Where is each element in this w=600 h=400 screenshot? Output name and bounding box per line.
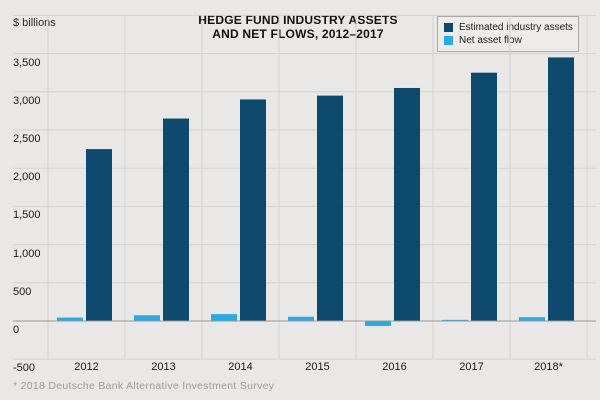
x-axis-label: 2016 bbox=[382, 361, 407, 373]
x-axis-label: 2012 bbox=[74, 361, 99, 373]
y-tick-label: 1,000 bbox=[13, 247, 41, 260]
y-tick-label: -500 bbox=[13, 362, 36, 375]
bar-assets-2015 bbox=[317, 95, 343, 322]
x-axis-label: 2017 bbox=[459, 361, 484, 373]
legend-label: Net asset flow bbox=[459, 35, 522, 46]
bar-assets-2016 bbox=[394, 87, 420, 321]
legend-label: Estimated industry assets bbox=[459, 22, 573, 33]
bar-assets-2018 bbox=[548, 57, 574, 322]
bar-assets-2014 bbox=[240, 99, 266, 321]
y-tick-label: 2,500 bbox=[13, 133, 41, 145]
chart-title-line2: AND NET FLOWS, 2012–2017 bbox=[212, 27, 384, 41]
y-tick-label: 2,000 bbox=[13, 171, 41, 184]
y-tick-label: 3,500 bbox=[13, 56, 41, 69]
bar-assets-2013 bbox=[163, 118, 189, 321]
chart-title: HEDGE FUND INDUSTRY ASSETS AND NET FLOWS… bbox=[148, 13, 448, 41]
bar-net-flow-2014 bbox=[211, 314, 237, 321]
chart-title-line1: HEDGE FUND INDUSTRY ASSETS bbox=[198, 13, 398, 27]
legend-swatch-icon bbox=[444, 36, 453, 45]
bar-assets-2017 bbox=[471, 72, 497, 321]
y-tick-label: 1,500 bbox=[13, 209, 41, 222]
y-tick-label: 500 bbox=[13, 285, 32, 298]
bar-net-flow-2018 bbox=[519, 317, 545, 321]
source-footnote: * 2018 Deutsche Bank Alternative Investm… bbox=[13, 380, 275, 392]
x-axis-label: 2014 bbox=[228, 361, 253, 373]
legend: Estimated industry assets Net asset flow bbox=[437, 16, 579, 52]
x-axis-label: 2018* bbox=[534, 361, 563, 373]
y-axis-unit-label: $ billions bbox=[13, 17, 56, 29]
legend-item-flow: Net asset flow bbox=[444, 34, 572, 47]
y-tick-label: 0 bbox=[13, 324, 20, 336]
x-axis-label: 2015 bbox=[305, 361, 330, 373]
legend-item-assets: Estimated industry assets bbox=[444, 21, 573, 34]
bar-net-flow-2012 bbox=[57, 317, 83, 321]
bar-net-flow-2016 bbox=[365, 321, 391, 326]
bar-net-flow-2013 bbox=[134, 315, 160, 321]
bar-net-flow-2015 bbox=[288, 316, 314, 321]
x-axis-label: 2013 bbox=[151, 361, 176, 373]
y-tick-label: 3,000 bbox=[13, 94, 41, 107]
bar-assets-2012 bbox=[86, 149, 112, 321]
legend-swatch-icon bbox=[444, 23, 453, 32]
bar-net-flow-2017 bbox=[442, 319, 468, 321]
